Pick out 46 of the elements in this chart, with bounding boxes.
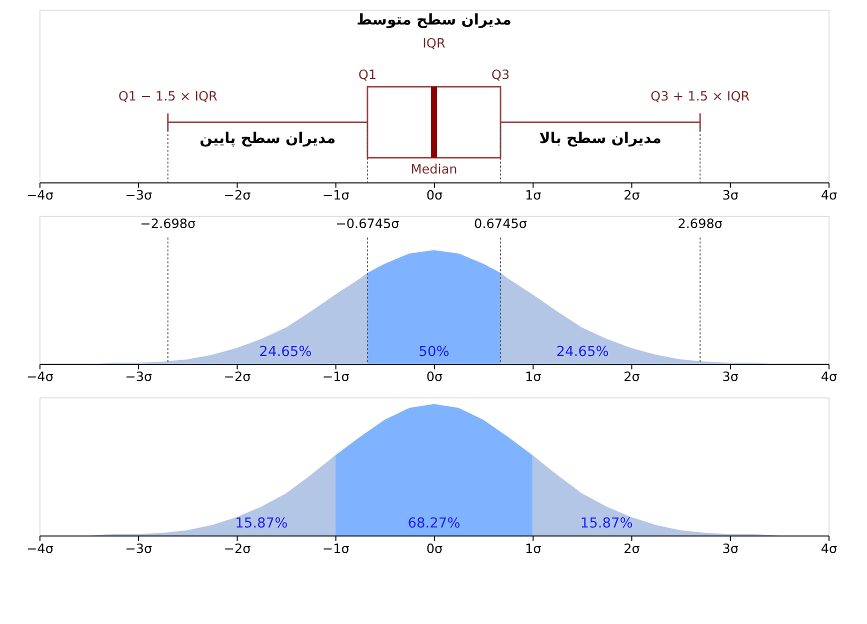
- text: IQR: [422, 36, 446, 52]
- ref-line-label: −0.6745σ: [336, 216, 400, 232]
- ref-line-label: 0.6745σ: [474, 216, 527, 232]
- x-tick-label: −2σ: [224, 542, 251, 557]
- x-tick-label: −3σ: [125, 542, 152, 557]
- x-tick-label: 2σ: [624, 370, 640, 386]
- annotation: 68.27%: [408, 516, 460, 532]
- ref-line-label: −2.698σ: [140, 216, 196, 232]
- x-tick-label: −4σ: [26, 542, 54, 557]
- annotation: 24.65%: [259, 344, 312, 360]
- annotation: Median: [410, 162, 458, 178]
- annotation: 50%: [418, 344, 450, 360]
- x-tick-label: −1σ: [322, 542, 350, 557]
- annotation: مدیران سطح بالا: [539, 130, 662, 147]
- x-tick-label: 4σ: [820, 188, 838, 204]
- x-tick-label: −4σ: [26, 370, 54, 386]
- text: Q1: [358, 68, 377, 83]
- x-tick-label: 4σ: [820, 542, 838, 557]
- x-tick-label: 1σ: [524, 542, 542, 557]
- x-tick-label: −3σ: [125, 188, 152, 204]
- annotation: مدیران سطح پایین: [200, 130, 336, 147]
- x-tick-label: 2σ: [624, 188, 640, 204]
- text: مدیران سطح متوسط: [356, 12, 512, 29]
- x-tick-label: 0σ: [426, 370, 443, 386]
- x-tick-label: 1σ: [524, 188, 542, 204]
- text: Q3 + 1.5 × IQR: [650, 90, 750, 105]
- x-tick-label: −2σ: [224, 370, 251, 386]
- x-tick-label: −3σ: [125, 370, 152, 386]
- x-tick-label: −2σ: [224, 188, 251, 204]
- x-tick-label: 2σ: [624, 542, 640, 557]
- x-tick-label: −4σ: [26, 188, 54, 204]
- x-tick-label: 1σ: [524, 370, 542, 386]
- annotation: 15.87%: [580, 516, 633, 532]
- x-tick-label: 3σ: [722, 370, 739, 386]
- text: Q3: [491, 68, 510, 83]
- x-tick-label: 3σ: [722, 542, 739, 557]
- annotation: 15.87%: [235, 516, 288, 532]
- x-tick-label: 4σ: [820, 370, 838, 386]
- x-tick-label: −1σ: [322, 188, 350, 204]
- annotation: 24.65%: [556, 344, 609, 360]
- x-tick-label: 0σ: [426, 542, 443, 557]
- x-tick-label: 0σ: [426, 188, 443, 204]
- text: Q1 − 1.5 × IQR: [118, 90, 218, 105]
- ref-line-label: 2.698σ: [678, 216, 723, 232]
- x-tick-label: 3σ: [722, 188, 739, 204]
- x-tick-label: −1σ: [322, 370, 350, 386]
